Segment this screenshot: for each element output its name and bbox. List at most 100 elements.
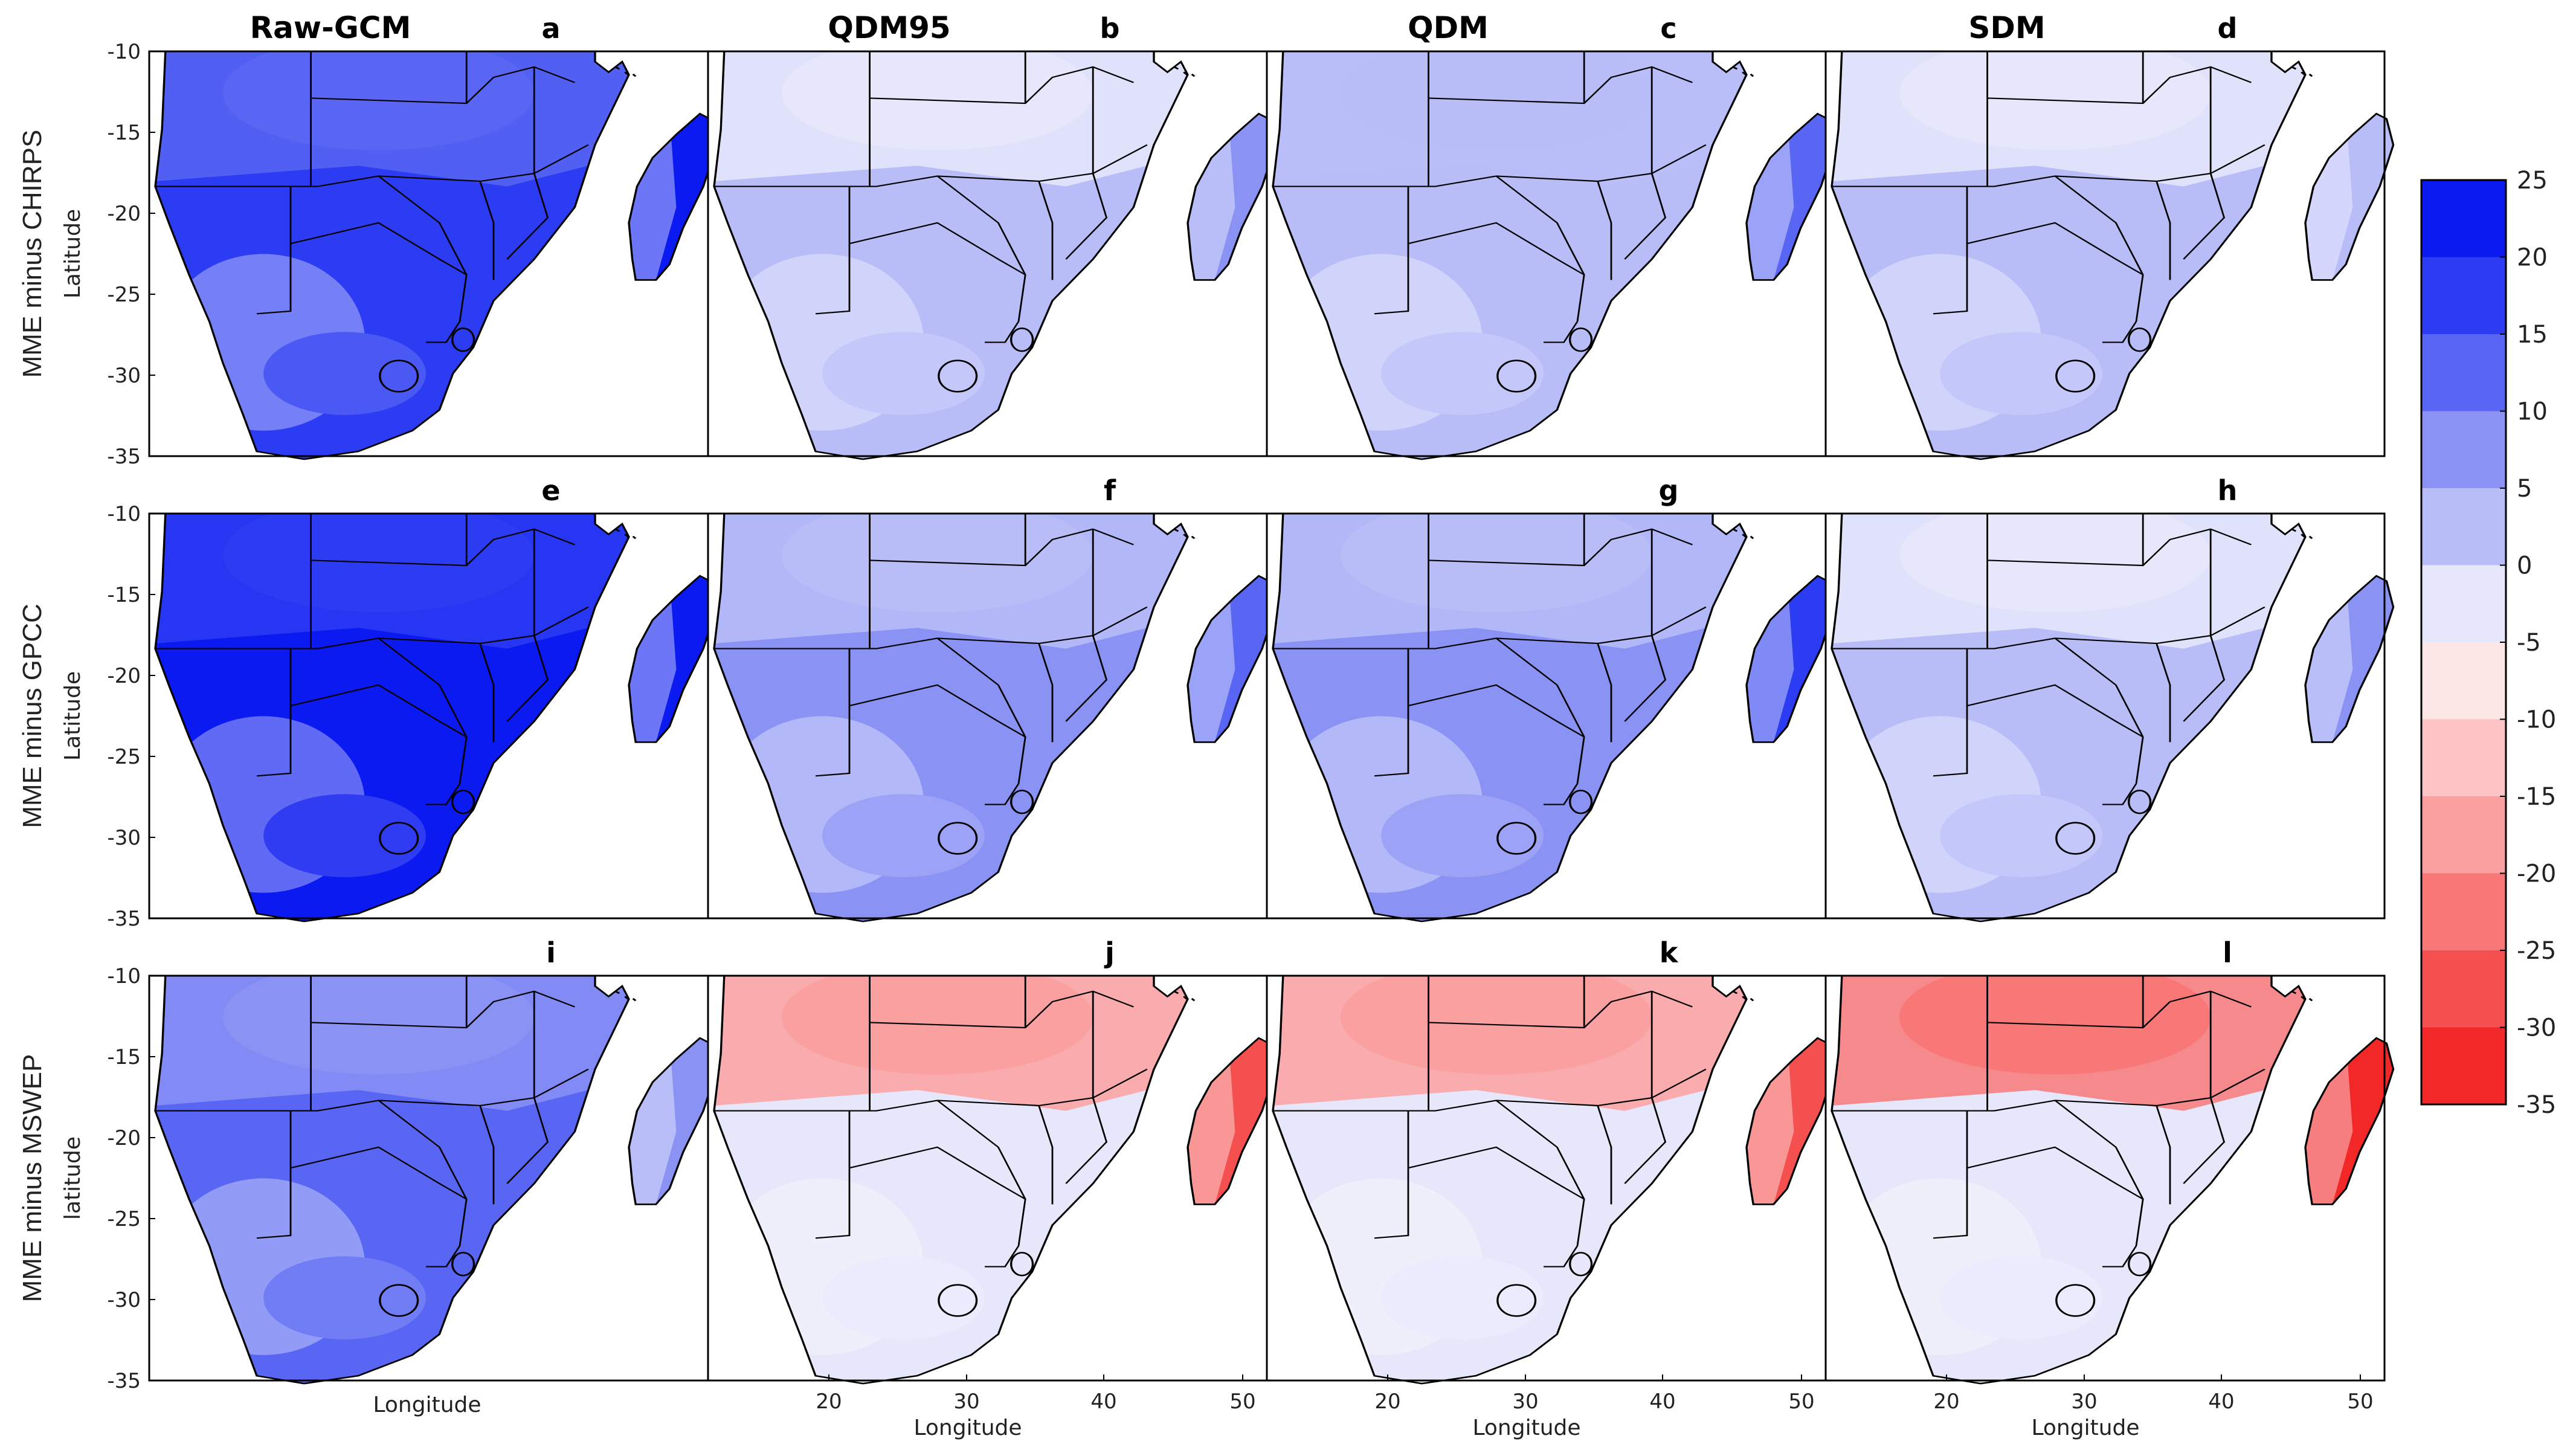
country-border [815,648,851,777]
country-border [849,684,1026,738]
south-east-patch [822,794,985,877]
country-border [1987,528,2252,567]
country-border [1428,528,1693,567]
country-border [1065,1097,1108,1184]
colorbar-segment [2421,334,2506,411]
country-border [985,1245,1020,1268]
country-border [1987,990,2252,1029]
colorbar-tick-label: -10 [2517,706,2556,734]
colorbar-segment [2421,180,2506,257]
core-bias-patch [1899,976,2211,1075]
country-border [1624,173,1667,260]
country-border [378,175,468,322]
country-border [426,1245,461,1268]
country-border [1495,637,1585,784]
panel-letter: l [2223,936,2232,969]
country-border [815,1110,851,1239]
core-bias-patch [1899,514,2211,613]
colorbar-segment [2421,488,2506,565]
country-border [1495,1100,1585,1246]
colorbar-tick-label: 5 [2517,475,2532,503]
country-border [1624,1097,1667,1184]
country-border [714,1068,1148,1112]
colorbar-tick-label: -25 [2517,937,2556,965]
country-border [378,637,468,784]
panel-frame [1824,512,2386,920]
panel-letter: i [546,936,556,969]
south-east-patch [263,794,426,877]
country-border [1038,181,1054,280]
madagascar-coast [1745,1037,1836,1205]
y-tick-label: -35 [107,907,141,931]
panel-letter: k [1660,936,1679,969]
madagascar-east-fill [655,1038,717,1205]
y-tick-label: -20 [107,202,141,226]
madagascar-east-fill [2332,576,2394,743]
colorbar-segment [2421,257,2506,335]
madagascar-coast [1187,112,1277,281]
map-panel [1266,512,1836,923]
south-east-patch [263,332,426,415]
core-bias-patch [1341,514,1652,613]
country-border [2183,635,2226,722]
lesotho-border [1496,1284,1537,1317]
y-tick-label: -10 [107,502,141,526]
country-border [290,222,468,275]
column-title: QDM [1408,10,1489,45]
colorbar-segment [2421,642,2506,720]
country-border [155,1068,589,1112]
mainland-map [154,975,718,1385]
coastline [1831,50,2307,460]
y-tick-label: -15 [107,583,141,607]
country-border [1597,1105,1612,1205]
comoros-islands [2291,66,2313,77]
country-border [1933,1110,1968,1239]
country-border [311,528,576,567]
country-border [2054,175,2144,322]
eswatini-border [2128,327,2152,352]
coastline [154,50,630,460]
coastline [1831,975,2307,1385]
y-tick-label: -25 [107,283,141,307]
x-axis-label: Longitude [2031,1416,2139,1440]
madagascar-coast [1745,112,1836,281]
country-border [1428,66,1693,105]
lesotho-border [379,822,419,855]
coastline [1272,50,1748,460]
south-east-patch [1381,1256,1544,1339]
country-border [1966,684,2144,738]
madagascar-east-fill [1214,576,1276,743]
y-tick-label: -30 [107,364,141,388]
x-tick-label: 30 [2071,1390,2097,1414]
map-panel [707,50,1277,460]
comoros-islands [614,990,637,1002]
madagascar-east-fill [1773,1038,1835,1205]
country-border [936,1100,1026,1246]
country-border [1832,606,2265,649]
south-east-patch [822,332,985,415]
row-label: MME minus GPCC [18,604,47,828]
country-border [815,186,851,315]
south-east-patch [1381,794,1544,877]
eswatini-border [1569,790,1593,814]
panel-frame [1824,50,2386,457]
y-tick-label: -25 [107,745,141,769]
y-tick-label: -10 [107,40,141,64]
x-tick-label: 40 [1090,1390,1116,1414]
country-border [1374,648,1409,777]
eswatini-border [2128,1252,2152,1277]
country-border [849,1146,1026,1200]
country-border [714,606,1148,649]
country-border [378,1100,468,1246]
coastline [1831,512,2307,923]
country-border [155,606,589,649]
core-bias-patch [782,51,1093,150]
colorbar-segment [2421,796,2506,874]
x-tick-label: 50 [1788,1390,1814,1414]
south-east-patch [1940,332,2102,415]
coastline [713,50,1189,460]
comoros-islands [1732,66,1754,77]
madagascar-east-fill [1214,1038,1276,1205]
comoros-islands [1732,528,1754,540]
country-border [1597,181,1612,280]
